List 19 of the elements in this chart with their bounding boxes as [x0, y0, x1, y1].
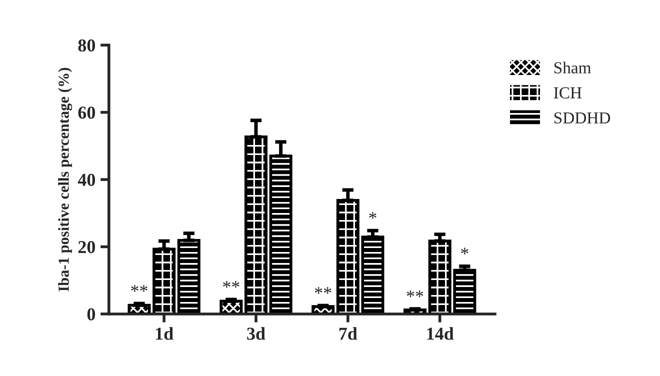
y-tick-label: 20 — [78, 241, 96, 254]
data-label: ** — [223, 281, 240, 288]
data-label: * — [369, 212, 376, 219]
x-tick-label: 7d — [339, 327, 358, 340]
data-label: ** — [131, 285, 148, 292]
legend-label: SDDHD — [554, 112, 610, 124]
y-tick-label: 80 — [78, 39, 96, 52]
legend-label: Sham — [554, 62, 592, 74]
data-label: ** — [406, 290, 424, 298]
data-label: ** — [314, 287, 332, 294]
data-label: * — [461, 248, 468, 254]
y-tick-label: 40 — [78, 174, 96, 186]
y-tick-label: 0 — [87, 308, 96, 320]
y-axis-title: Iba-1 positive cells percentage (%) — [58, 68, 72, 292]
x-tick-label: 3d — [247, 327, 266, 340]
x-tick-label: 14d — [427, 327, 454, 340]
x-tick-label: 1d — [156, 327, 174, 340]
y-tick-label: 60 — [78, 106, 96, 119]
legend-label: ICH — [554, 87, 582, 98]
